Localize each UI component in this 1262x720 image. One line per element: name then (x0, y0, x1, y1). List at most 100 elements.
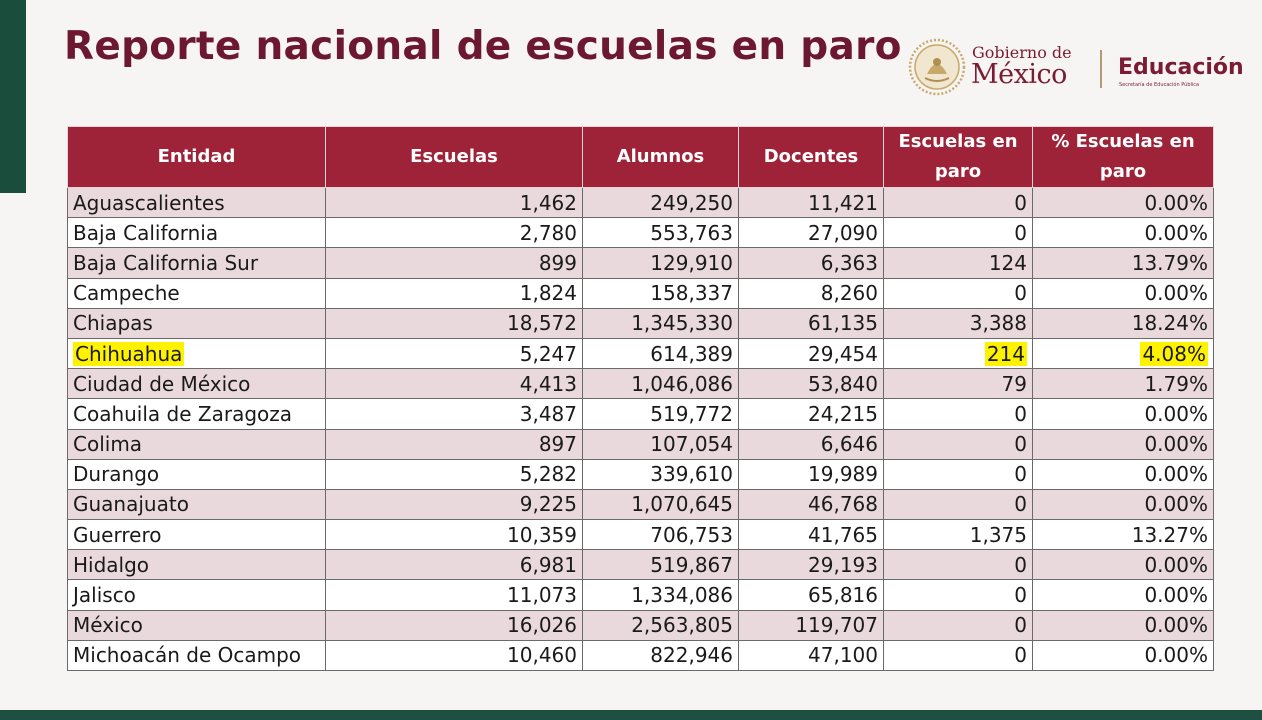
cell-escuelas-en-paro: 0 (883, 277, 1033, 309)
cell-value: Chiapas (73, 311, 153, 336)
cell-pct-escuelas-en-paro: 0.00% (1032, 579, 1214, 611)
cell-value: 5,247 (519, 341, 577, 366)
cell-escuelas: 9,225 (325, 488, 583, 521)
cell-escuelas-en-paro: 0 (883, 549, 1033, 581)
cell-value: 0.00% (1144, 643, 1208, 668)
cell-value: 614,389 (650, 341, 733, 366)
cell-value: 897 (538, 432, 577, 457)
cell-value: 11,073 (507, 583, 577, 608)
cell-value: 27,090 (808, 220, 878, 245)
cell-value: 3,487 (519, 401, 577, 426)
cell-pct-escuelas-en-paro: 0.00% (1032, 398, 1214, 430)
table-row: Aguascalientes 1,462 249,250 11,421 0 0.00% (67, 186, 1214, 219)
cell-value: 4,413 (519, 371, 577, 396)
cell-value: Jalisco (73, 583, 136, 608)
cell-value: 19,989 (808, 462, 878, 487)
cell-value: 1,462 (519, 190, 577, 215)
cell-value: 1,070,645 (631, 492, 733, 517)
cell-docentes: 47,100 (738, 639, 884, 672)
cell-escuelas-en-paro: 1,375 (883, 519, 1033, 551)
cell-value: 29,454 (808, 341, 878, 366)
cell-escuelas: 897 (325, 428, 583, 460)
cell-value: 3,388 (969, 311, 1027, 336)
cell-alumnos: 1,334,086 (582, 579, 739, 611)
cell-value: 249,250 (650, 190, 733, 215)
cell-docentes: 119,707 (738, 609, 884, 641)
cell-escuelas-en-paro: 0 (883, 398, 1033, 430)
table-row: Michoacán de Ocampo 10,460 822,946 47,100 0 0… (67, 639, 1214, 672)
cell-value: 18,572 (507, 311, 577, 336)
cell-value: 53,840 (808, 371, 878, 396)
cell-value: 9,225 (519, 492, 577, 517)
cell-alumnos: 2,563,805 (582, 609, 739, 641)
cell-value: 0.00% (1144, 401, 1208, 426)
cell-value: 13.27% (1131, 522, 1208, 547)
cell-escuelas: 1,824 (325, 277, 583, 309)
highlighted-value: Chihuahua (73, 341, 185, 366)
cell-docentes: 41,765 (738, 519, 884, 551)
header-alumnos: Alumnos (582, 126, 739, 188)
header-entidad: Entidad (67, 126, 326, 188)
cell-value: 0.00% (1144, 190, 1208, 215)
cell-value: 553,763 (650, 220, 733, 245)
cell-escuelas-en-paro: 79 (883, 368, 1033, 400)
cell-value: Ciudad de México (73, 371, 251, 396)
cell-value: 339,610 (650, 462, 733, 487)
cell-value: Aguascalientes (73, 190, 225, 215)
cell-value: 5,282 (519, 462, 577, 487)
cell-alumnos: 107,054 (582, 428, 739, 460)
cell-escuelas-en-paro: 0 (883, 428, 1033, 460)
cell-value: 0 (1014, 462, 1027, 487)
cell-value: 79 (1001, 371, 1027, 396)
cell-value: 2,563,805 (631, 613, 733, 638)
cell-value: 1,375 (969, 522, 1027, 547)
cell-value: 0.00% (1144, 583, 1208, 608)
cell-value: 13.79% (1131, 250, 1208, 275)
cell-pct-escuelas-en-paro: 0.00% (1032, 549, 1214, 581)
table-row: Chihuahua 5,247 614,389 29,454 214 4.08% (67, 337, 1214, 370)
cell-alumnos: 706,753 (582, 519, 739, 551)
cell-value: 0.00% (1144, 432, 1208, 457)
cell-docentes: 19,989 (738, 458, 884, 490)
cell-escuelas: 16,026 (325, 609, 583, 641)
cell-docentes: 8,260 (738, 277, 884, 309)
cell-pct-escuelas-en-paro: 4.08% (1032, 337, 1214, 370)
cell-entidad: Hidalgo (67, 549, 326, 581)
cell-pct-escuelas-en-paro: 0.00% (1032, 217, 1214, 249)
mexico-label: México (971, 59, 1067, 90)
cell-value: 24,215 (808, 401, 878, 426)
cell-value: 47,100 (808, 643, 878, 668)
cell-alumnos: 1,046,086 (582, 368, 739, 400)
cell-pct-escuelas-en-paro: 0.00% (1032, 488, 1214, 521)
table-row: Durango 5,282 339,610 19,989 0 0.00% (67, 458, 1214, 490)
national-seal-icon (908, 38, 966, 96)
cell-value: Guerrero (73, 522, 162, 547)
cell-alumnos: 1,070,645 (582, 488, 739, 521)
cell-value: 0.00% (1144, 281, 1208, 306)
cell-value: 0 (1014, 190, 1027, 215)
cell-escuelas-en-paro: 0 (883, 488, 1033, 521)
cell-pct-escuelas-en-paro: 18.24% (1032, 307, 1214, 339)
cell-docentes: 65,816 (738, 579, 884, 611)
cell-alumnos: 519,867 (582, 549, 739, 581)
cell-escuelas: 6,981 (325, 549, 583, 581)
cell-alumnos: 519,772 (582, 398, 739, 430)
cell-entidad: Chihuahua (67, 337, 326, 370)
cell-escuelas-en-paro: 0 (883, 639, 1033, 672)
cell-entidad: Aguascalientes (67, 186, 326, 219)
cell-escuelas: 5,282 (325, 458, 583, 490)
cell-docentes: 46,768 (738, 488, 884, 521)
cell-docentes: 11,421 (738, 186, 884, 219)
cell-pct-escuelas-en-paro: 0.00% (1032, 639, 1214, 672)
cell-entidad: Campeche (67, 277, 326, 309)
table-row: Chiapas 18,572 1,345,330 61,135 3,388 18.24% (67, 307, 1214, 339)
cell-value: 8,260 (820, 281, 878, 306)
cell-value: 0 (1014, 401, 1027, 426)
cell-escuelas-en-paro: 3,388 (883, 307, 1033, 339)
cell-value: 0 (1014, 643, 1027, 668)
table-header-row: Entidad Escuelas Alumnos Docentes Escuel… (67, 126, 1214, 188)
cell-escuelas-en-paro: 0 (883, 609, 1033, 641)
page-title: Reporte nacional de escuelas en paro (64, 24, 902, 69)
header-docentes: Docentes (738, 126, 884, 188)
cell-value: 0.00% (1144, 613, 1208, 638)
